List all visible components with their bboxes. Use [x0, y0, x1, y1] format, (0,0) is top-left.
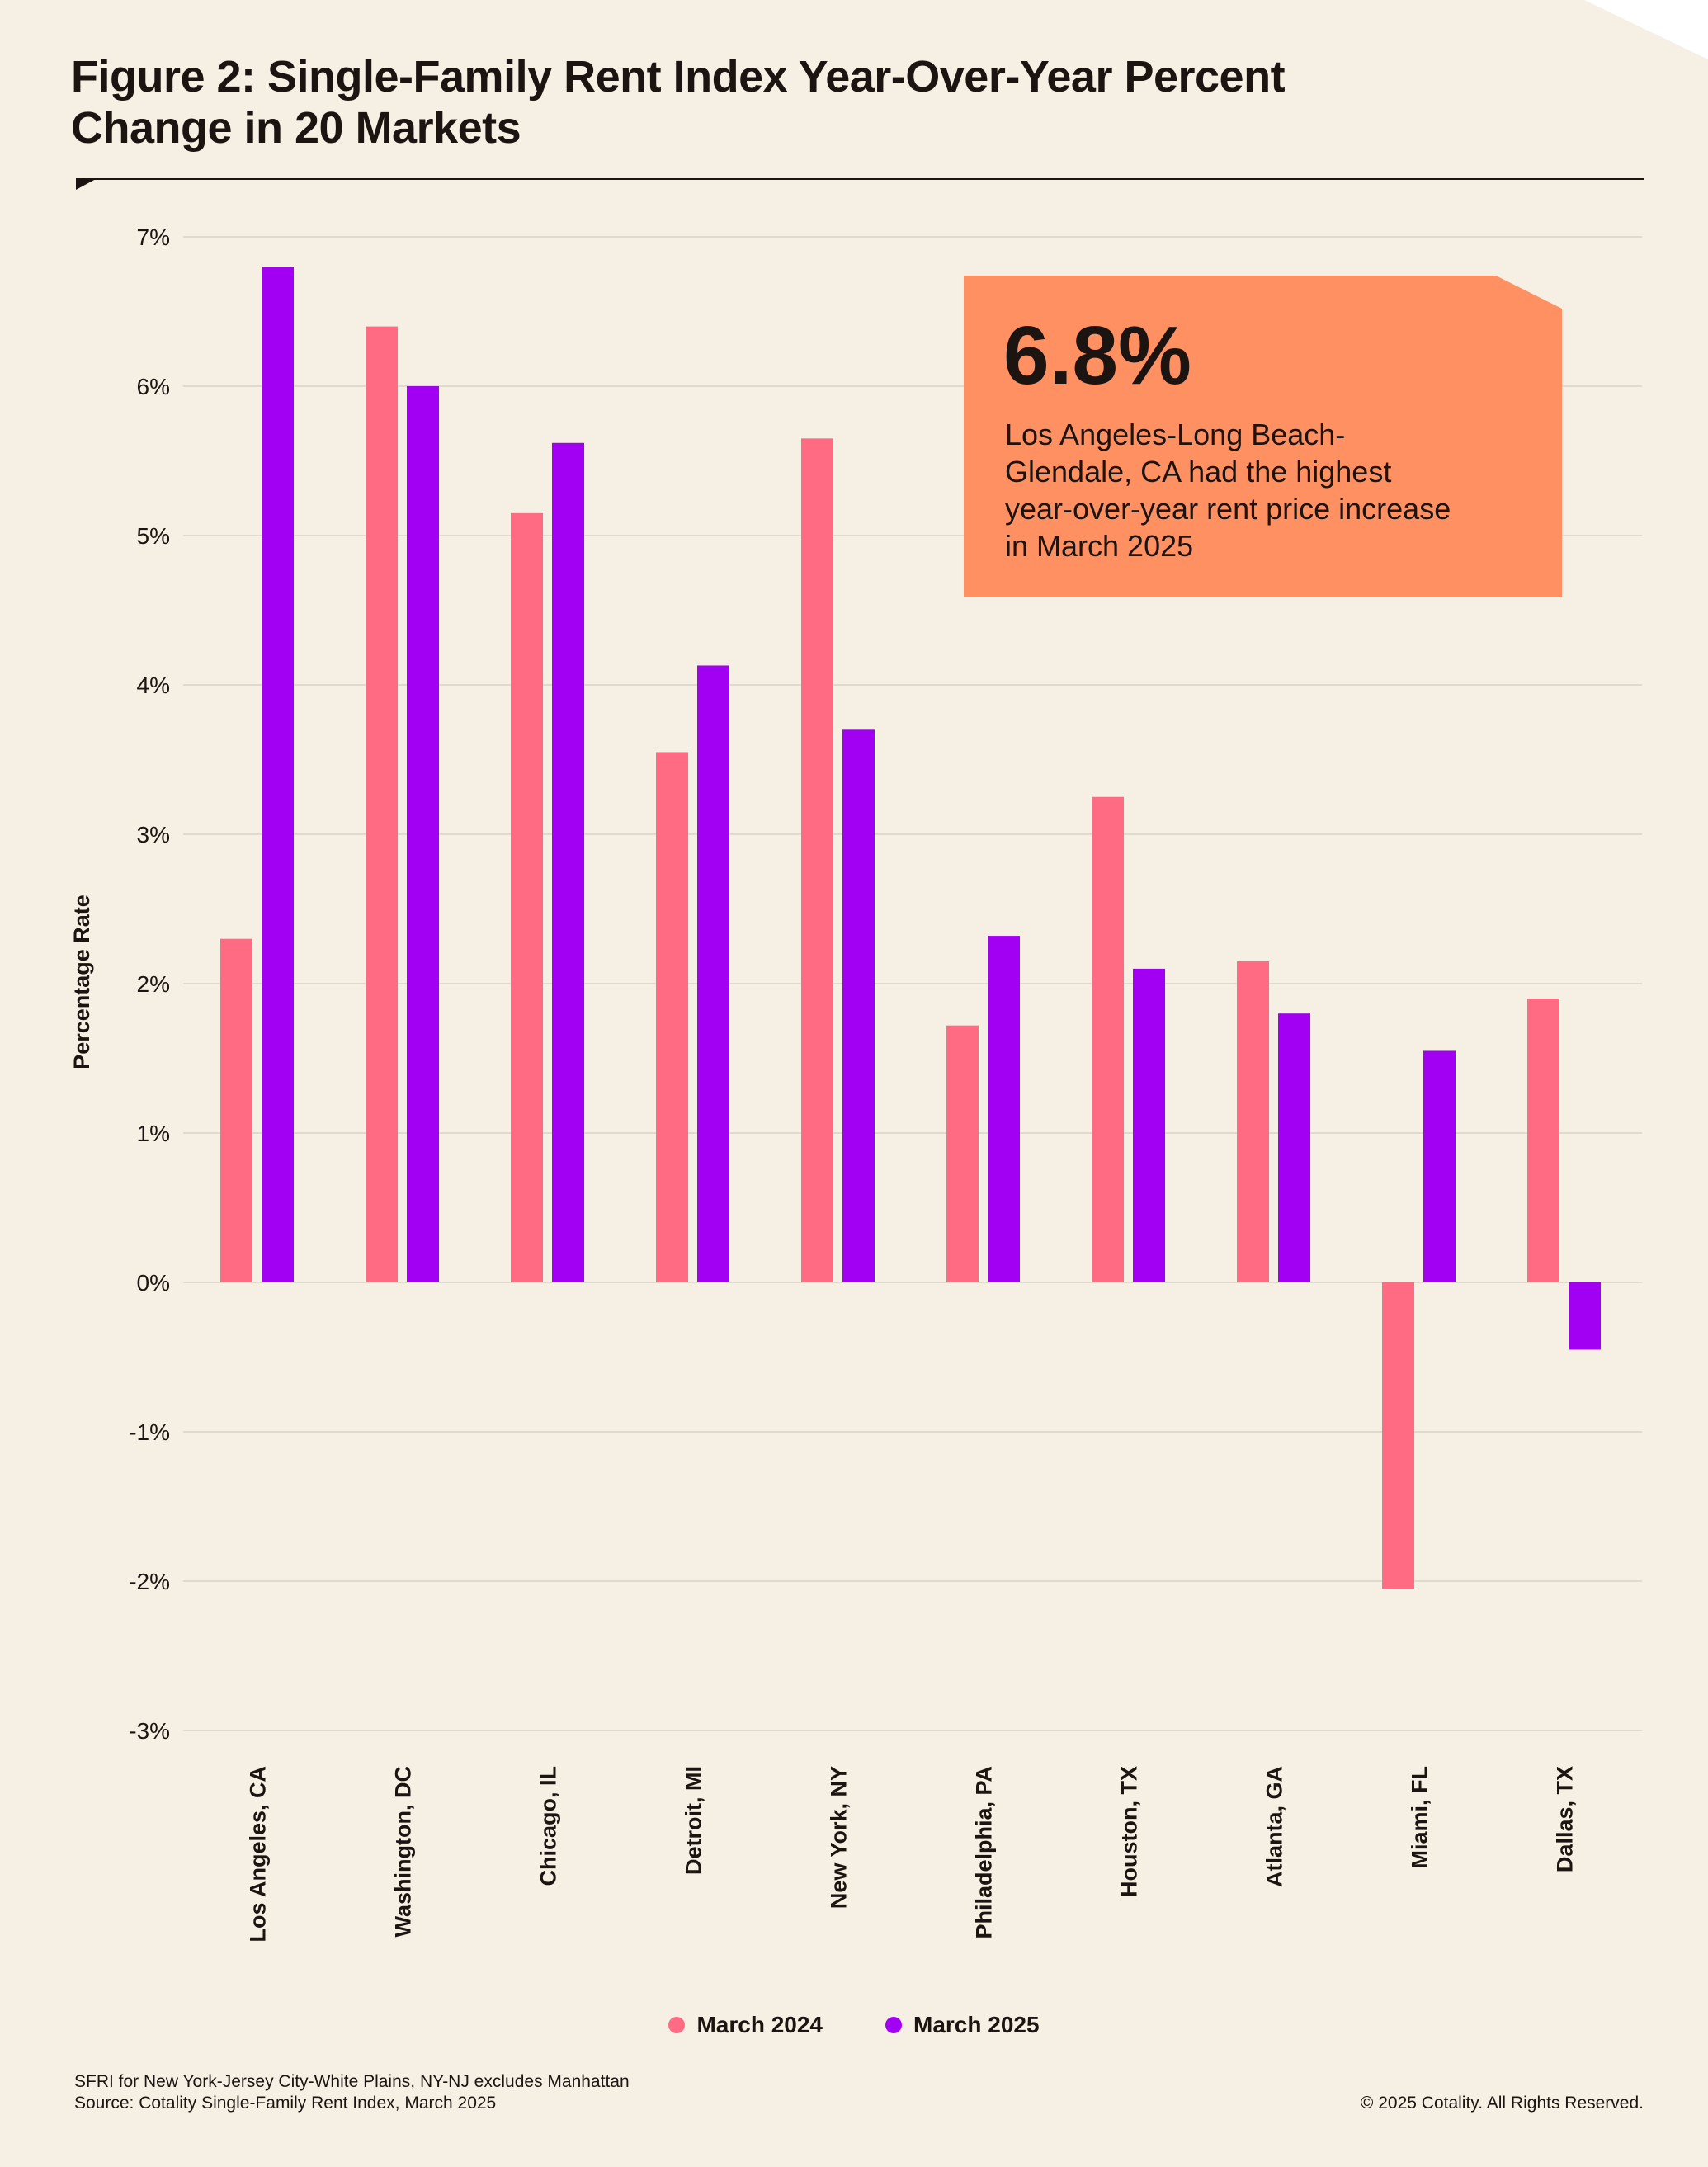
- highlight-callout: 6.8% Los Angeles-Long Beach-Glendale, CA…: [964, 276, 1562, 597]
- bar-march-2025: [988, 936, 1020, 1282]
- bar-march-2024: [946, 1025, 979, 1282]
- bar-march-2024: [801, 438, 833, 1282]
- y-tick-label: -1%: [129, 1419, 170, 1445]
- callout-value: 6.8%: [1003, 309, 1191, 402]
- y-tick-label: -3%: [129, 1718, 170, 1744]
- x-tick-label: Chicago, IL: [536, 1766, 561, 1886]
- bars: [220, 267, 1601, 1589]
- y-tick-label: 7%: [137, 224, 170, 250]
- y-tick-label: -2%: [129, 1569, 170, 1594]
- y-tick-label: 3%: [137, 822, 170, 847]
- bar-march-2024: [1382, 1282, 1414, 1589]
- x-tick-label: Atlanta, GA: [1262, 1766, 1287, 1887]
- bar-march-2025: [1278, 1013, 1310, 1282]
- bar-march-2025: [1569, 1282, 1601, 1350]
- copyright: © 2025 Cotality. All Rights Reserved.: [1360, 2094, 1644, 2113]
- x-tick-label: New York, NY: [827, 1766, 852, 1909]
- bar-march-2024: [656, 752, 688, 1282]
- callout-text: Los Angeles-Long Beach-Glendale, CA had …: [1005, 418, 1451, 563]
- legend-item-march-2025: March 2025: [885, 2012, 1040, 2038]
- legend-swatch-march-2025: [885, 2017, 902, 2033]
- x-tick-label: Detroit, MI: [682, 1766, 706, 1875]
- bar-march-2025: [842, 729, 875, 1282]
- y-axis-label: Percentage Rate: [69, 895, 94, 1069]
- bar-march-2024: [511, 512, 543, 1282]
- chart-title: Figure 2: Single-Family Rent Index Year-…: [71, 52, 1286, 153]
- legend-label-march-2025: March 2025: [913, 2012, 1040, 2037]
- legend-swatch-march-2024: [668, 2017, 686, 2033]
- bar-march-2025: [552, 442, 584, 1282]
- bar-march-2025: [1133, 968, 1165, 1282]
- y-tick-label: 5%: [137, 523, 170, 549]
- legend-item-march-2024: March 2024: [668, 2012, 823, 2038]
- y-axis-ticks: 7% 6% 5% 4% 3% 2% 1% 0% -1% -2% -3%: [129, 224, 170, 1744]
- x-tick-label: Washington, DC: [391, 1766, 416, 1937]
- x-tick-label: Miami, FL: [1408, 1766, 1432, 1869]
- legend: March 2024 March 2025: [0, 2012, 1708, 2038]
- y-tick-label: 6%: [137, 374, 170, 399]
- x-tick-label: Los Angeles, CA: [246, 1766, 271, 1943]
- bar-march-2024: [1092, 796, 1124, 1282]
- bar-march-2025: [407, 386, 439, 1282]
- x-tick-label: Dallas, TX: [1553, 1766, 1578, 1872]
- y-tick-label: 2%: [137, 971, 170, 997]
- x-axis-ticks: Los Angeles, CA Washington, DC Chicago, IL…: [246, 1766, 1578, 1943]
- footnote-line-2: Source: Cotality Single-Family Rent Inde…: [74, 2094, 497, 2113]
- title-divider: [76, 178, 1644, 180]
- bar-march-2024: [366, 326, 398, 1283]
- y-tick-label: 0%: [137, 1270, 170, 1296]
- footnote-line-1: SFRI for New York-Jersey City-White Plai…: [74, 2072, 630, 2091]
- bar-march-2025: [262, 267, 294, 1283]
- bar-march-2024: [220, 938, 252, 1282]
- bar-march-2024: [1237, 961, 1269, 1282]
- y-tick-label: 1%: [137, 1121, 170, 1146]
- footnote: SFRI for New York-Jersey City-White Plai…: [74, 2071, 630, 2114]
- y-tick-label: 4%: [137, 673, 170, 698]
- x-tick-label: Houston, TX: [1117, 1766, 1142, 1897]
- bar-march-2025: [1423, 1050, 1456, 1282]
- bar-march-2024: [1527, 999, 1559, 1282]
- bar-march-2025: [697, 665, 729, 1282]
- x-tick-label: Philadelphia, PA: [972, 1766, 997, 1939]
- legend-label-march-2024: March 2024: [696, 2012, 823, 2037]
